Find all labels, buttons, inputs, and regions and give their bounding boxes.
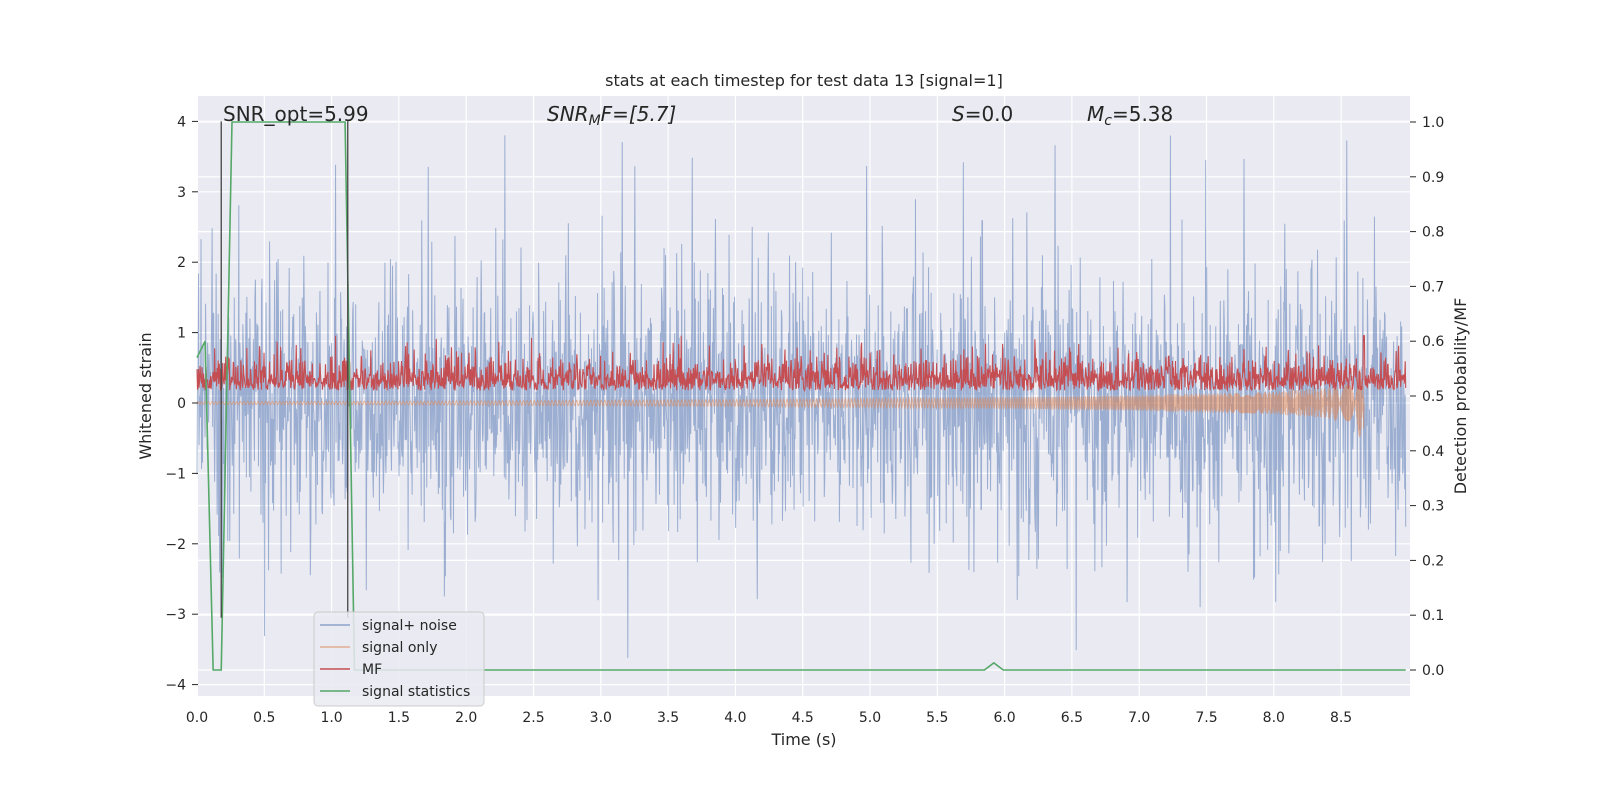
annotation-mc: Mc=5.38	[1087, 102, 1173, 129]
x-tick-label: 7.0	[1128, 710, 1150, 726]
y-left-tick-label: 2	[177, 255, 186, 271]
x-tick-label: 4.0	[724, 710, 746, 726]
y-right-tick-label: 0.7	[1422, 279, 1444, 295]
y-right-tick-label: 0.4	[1422, 444, 1444, 460]
y-right-tick-label: 0.8	[1422, 225, 1444, 241]
y-left-tick-label: 3	[177, 185, 186, 201]
y-left-tick-label: −1	[165, 466, 186, 482]
y-right-tick-label: 0.1	[1422, 608, 1444, 624]
vertical-markers	[220, 121, 349, 618]
x-tick-label: 3.0	[590, 710, 612, 726]
legend-box	[313, 611, 485, 707]
y-left-tick-label: −2	[165, 537, 186, 553]
x-tick-label: 0.0	[186, 710, 208, 726]
x-tick-label: 5.0	[859, 710, 881, 726]
x-tick-label: 1.5	[388, 710, 410, 726]
x-tick-label: 2.0	[455, 710, 477, 726]
y-left-tick-label: 0	[177, 396, 186, 412]
y-right-tick-label: 0.5	[1422, 389, 1444, 405]
y-right-tick-label: 0.6	[1422, 334, 1444, 350]
y-axis-label-left: Whitened strain	[136, 332, 155, 459]
x-tick-label: 6.5	[1061, 710, 1083, 726]
x-tick-label: 6.0	[993, 710, 1015, 726]
x-tick-label: 8.5	[1330, 710, 1352, 726]
x-tick-label: 0.5	[253, 710, 275, 726]
series-layer	[196, 121, 1407, 671]
axis-ticks: 0.0 0.5 1.0 1.5 2.0 2.5 3.0 3.5 4.0 4.5 5.0 5.5 6.0 6…	[165, 114, 1444, 726]
series-signal-noise	[196, 135, 1407, 658]
y-right-tick-label: 0.2	[1422, 553, 1444, 569]
x-tick-label: 5.5	[926, 710, 948, 726]
x-tick-label: 1.0	[320, 710, 342, 726]
series-signal-statistics	[196, 121, 1406, 671]
y-right-tick-label: 0.0	[1422, 663, 1444, 679]
y-right-tick-label: 0.3	[1422, 499, 1444, 515]
y-left-tick-label: 1	[177, 326, 186, 342]
x-tick-label: 3.5	[657, 710, 679, 726]
legend-label-signal-only: signal only	[362, 640, 437, 656]
legend-label-signal-noise: signal+ noise	[362, 618, 457, 634]
y-right-tick-label: 1.0	[1422, 115, 1444, 131]
y-left-tick-label: −4	[165, 678, 186, 694]
x-tick-label: 8.0	[1263, 710, 1285, 726]
x-tick-label: 7.5	[1195, 710, 1217, 726]
x-axis-label: Time (s)	[770, 730, 836, 749]
annotation-s: S=0.0	[952, 102, 1013, 126]
chart-title: stats at each timestep for test data 13 …	[605, 71, 1003, 90]
y-left-tick-label: −3	[165, 607, 186, 623]
y-axis-label-right: Detection probability/MF	[1451, 298, 1470, 495]
x-tick-label: 2.5	[522, 710, 544, 726]
series-mf	[196, 335, 1407, 393]
y-left-tick-label: 4	[177, 114, 186, 130]
legend: signal+ noise signal only MF signal stat…	[313, 611, 485, 707]
series-signal-only	[196, 369, 1365, 438]
annotation-snr-opt: SNR_opt=5.99	[223, 102, 369, 126]
annotation-snr-mf: SNRMF=[5.7]	[547, 102, 676, 129]
legend-label-signal-statistics: signal statistics	[362, 684, 470, 700]
y-right-tick-label: 0.9	[1422, 170, 1444, 186]
legend-label-mf: MF	[362, 662, 382, 678]
x-tick-label: 4.5	[792, 710, 814, 726]
